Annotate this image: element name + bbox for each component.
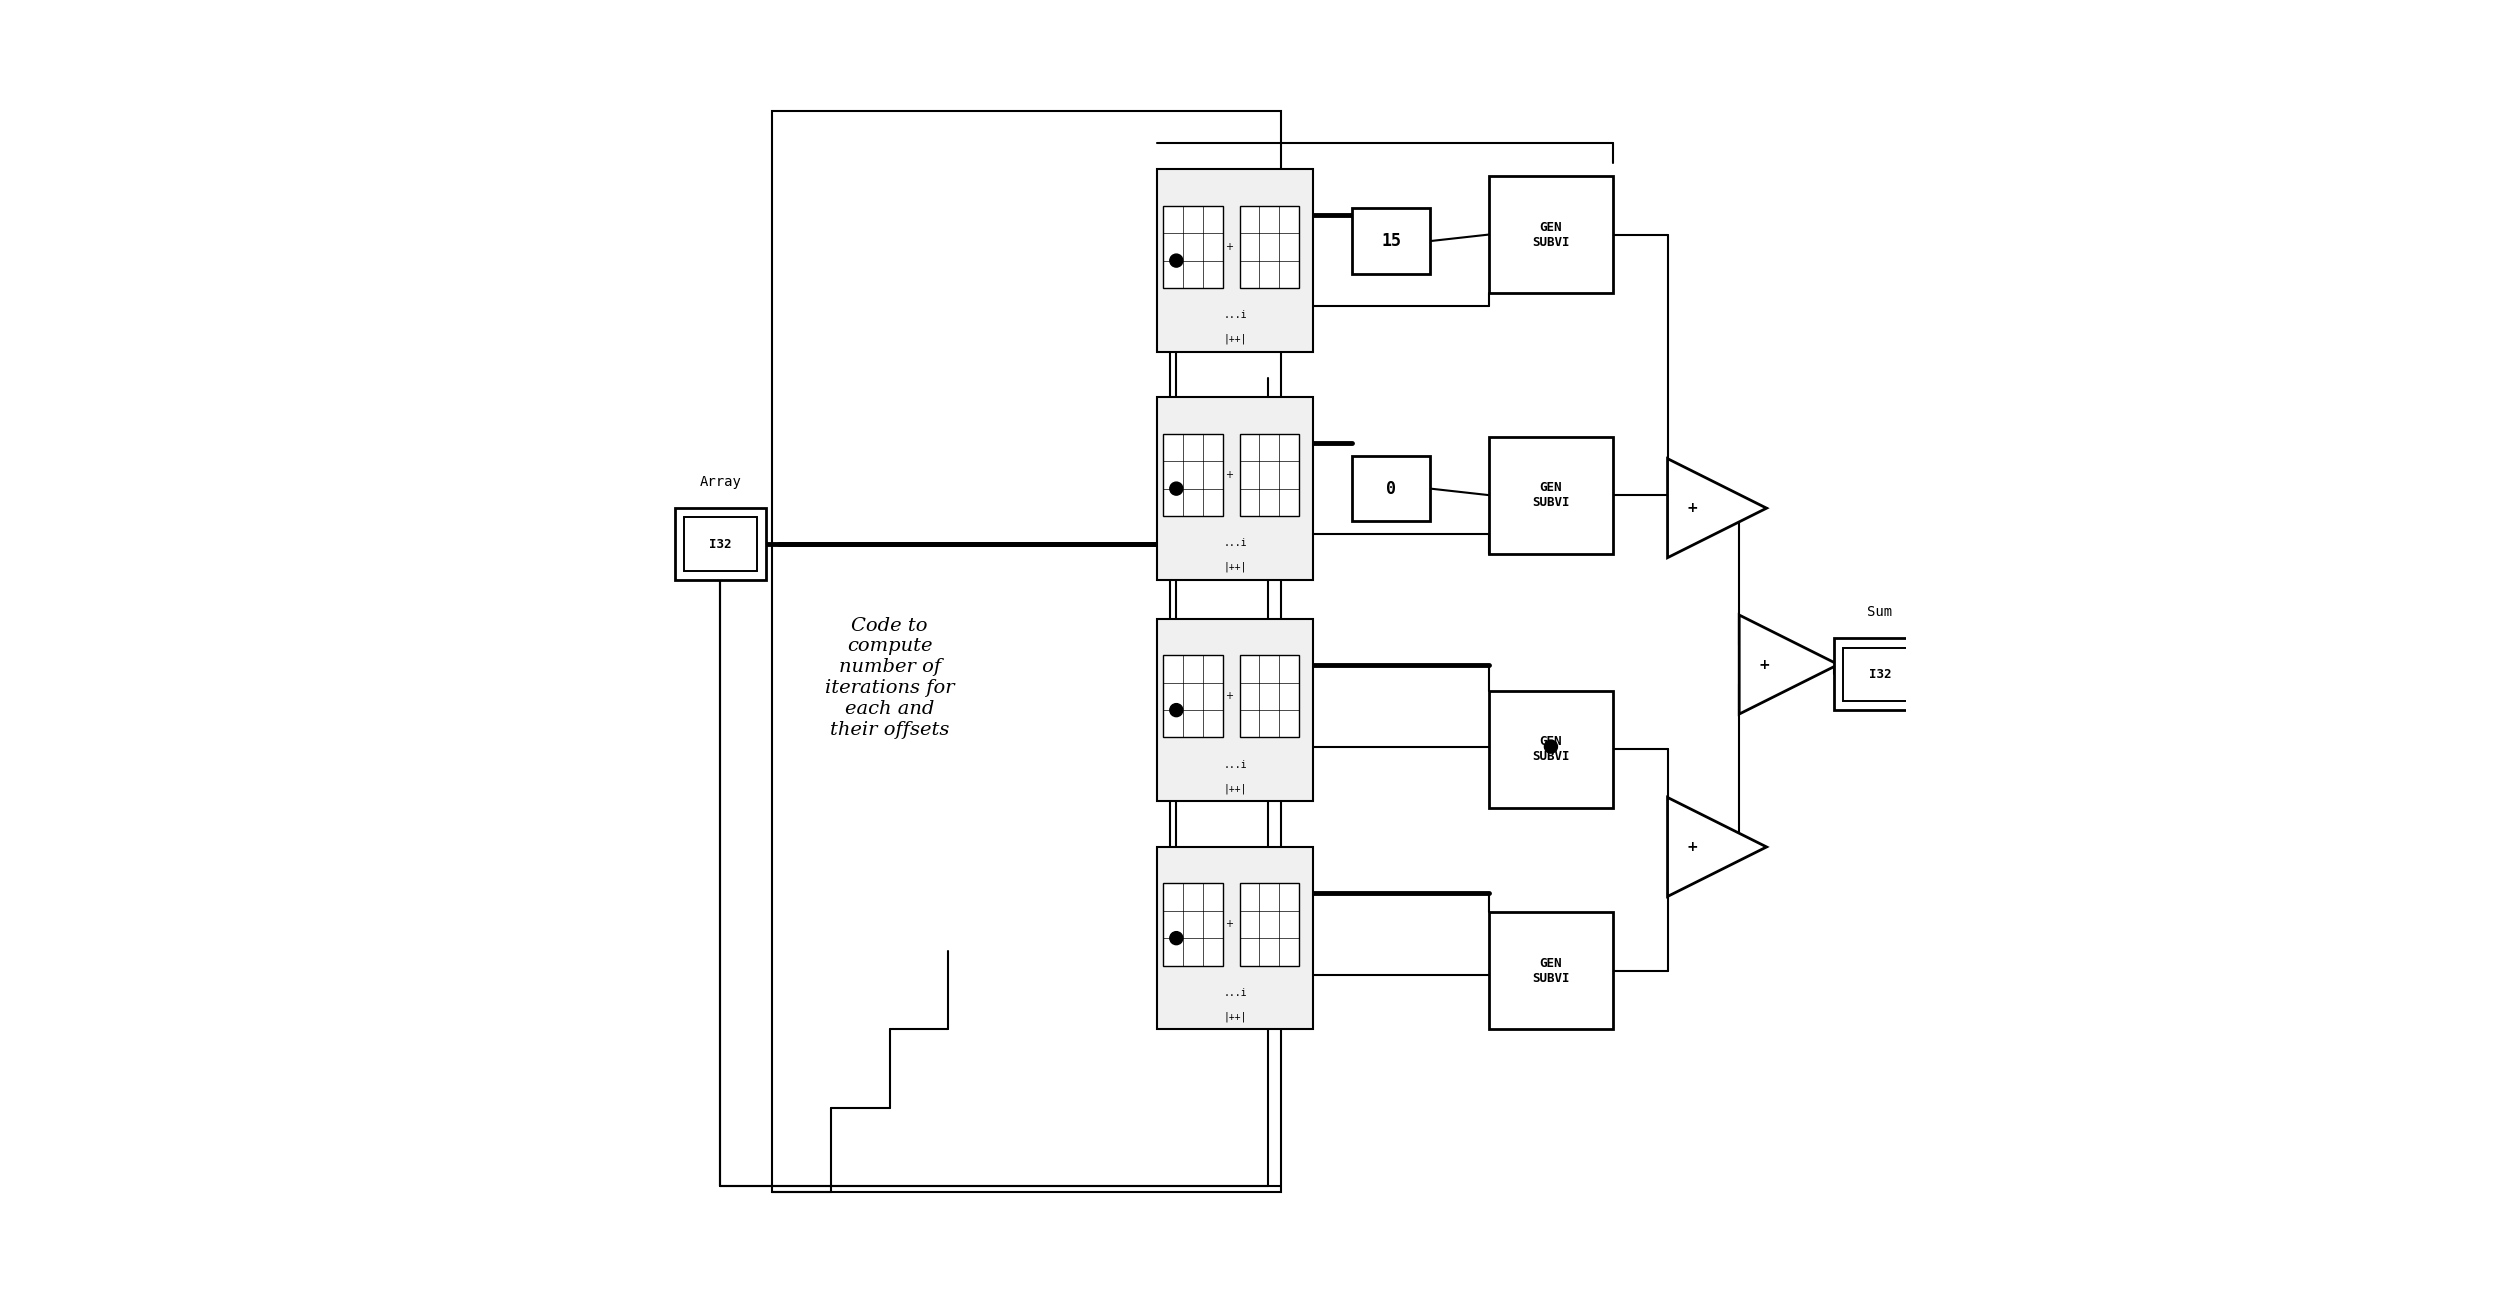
Text: ...i: ...i	[1224, 538, 1247, 549]
Circle shape	[1169, 482, 1182, 495]
Text: ...i: ...i	[1224, 988, 1247, 998]
FancyBboxPatch shape	[1834, 638, 1924, 710]
FancyBboxPatch shape	[1239, 655, 1300, 737]
Circle shape	[1169, 704, 1182, 717]
Text: +: +	[1759, 658, 1769, 671]
Text: 15: 15	[1382, 232, 1403, 250]
Circle shape	[1546, 740, 1558, 753]
FancyBboxPatch shape	[773, 111, 1280, 1192]
FancyBboxPatch shape	[1488, 437, 1613, 554]
Polygon shape	[1739, 615, 1839, 714]
Text: GEN
SUBVI: GEN SUBVI	[1533, 735, 1571, 764]
Text: +: +	[1686, 840, 1699, 853]
Text: +: +	[1224, 242, 1234, 251]
Text: ...i: ...i	[1224, 760, 1247, 770]
Text: 0: 0	[1387, 480, 1398, 498]
Text: GEN
SUBVI: GEN SUBVI	[1533, 220, 1571, 249]
FancyBboxPatch shape	[1164, 434, 1222, 516]
Text: |++|: |++|	[1224, 1011, 1247, 1022]
FancyBboxPatch shape	[1488, 912, 1613, 1029]
Text: +: +	[1686, 502, 1699, 515]
Text: I32: I32	[710, 538, 733, 550]
FancyBboxPatch shape	[1488, 176, 1613, 293]
FancyBboxPatch shape	[1157, 847, 1312, 1029]
Polygon shape	[1668, 797, 1766, 896]
Circle shape	[1169, 932, 1182, 945]
Text: |++|: |++|	[1224, 334, 1247, 344]
Text: I32: I32	[1869, 668, 1892, 680]
Text: +: +	[1224, 692, 1234, 701]
FancyBboxPatch shape	[685, 517, 758, 571]
Polygon shape	[1668, 459, 1766, 558]
Text: Sum: Sum	[1867, 605, 1892, 619]
Text: +: +	[1224, 920, 1234, 929]
FancyBboxPatch shape	[1239, 434, 1300, 516]
Text: ...i: ...i	[1224, 310, 1247, 321]
FancyBboxPatch shape	[1352, 456, 1430, 521]
FancyBboxPatch shape	[1488, 691, 1613, 808]
FancyBboxPatch shape	[1239, 883, 1300, 966]
Text: GEN
SUBVI: GEN SUBVI	[1533, 956, 1571, 985]
FancyBboxPatch shape	[1157, 397, 1312, 580]
Circle shape	[1169, 254, 1182, 267]
FancyBboxPatch shape	[1844, 648, 1917, 701]
Text: |++|: |++|	[1224, 562, 1247, 572]
FancyBboxPatch shape	[1164, 206, 1222, 288]
Text: +: +	[1224, 470, 1234, 480]
FancyBboxPatch shape	[1352, 208, 1430, 274]
FancyBboxPatch shape	[1164, 655, 1222, 737]
Text: |++|: |++|	[1224, 783, 1247, 794]
FancyBboxPatch shape	[1157, 169, 1312, 352]
FancyBboxPatch shape	[675, 508, 765, 580]
FancyBboxPatch shape	[1157, 619, 1312, 801]
Text: Code to
compute
number of
iterations for
each and
their offsets: Code to compute number of iterations for…	[825, 616, 953, 739]
Text: GEN
SUBVI: GEN SUBVI	[1533, 481, 1571, 509]
FancyBboxPatch shape	[1164, 883, 1222, 966]
FancyBboxPatch shape	[1239, 206, 1300, 288]
Text: Array: Array	[700, 474, 740, 489]
